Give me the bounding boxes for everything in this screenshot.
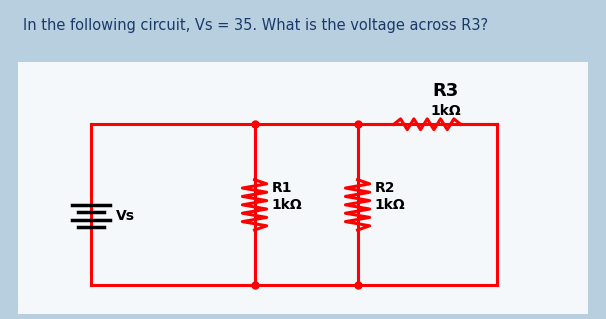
Text: 1kΩ: 1kΩ (271, 198, 302, 212)
Text: Vs: Vs (116, 209, 135, 223)
FancyBboxPatch shape (18, 62, 588, 314)
Text: R1: R1 (271, 181, 292, 195)
Text: 1kΩ: 1kΩ (375, 198, 405, 212)
Text: R2: R2 (375, 181, 395, 195)
Text: 1kΩ: 1kΩ (430, 105, 461, 118)
Text: R3: R3 (432, 82, 459, 100)
Text: In the following circuit, Vs = 35. What is the voltage across R3?: In the following circuit, Vs = 35. What … (23, 19, 488, 33)
